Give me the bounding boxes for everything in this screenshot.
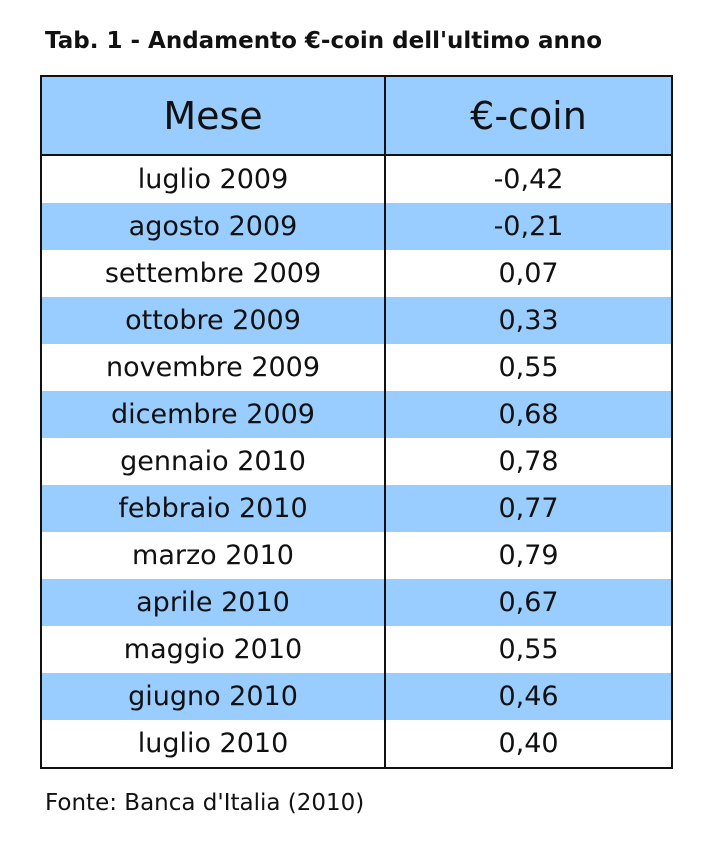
- table-row: dicembre 2009 0,68: [41, 391, 672, 438]
- table-row: giugno 2010 0,46: [41, 673, 672, 720]
- value-cell: 0,55: [498, 352, 559, 383]
- month-cell: luglio 2010: [41, 720, 386, 768]
- table-body: luglio 2009 -0,42 agosto 2009 -0,21 settembr…: [41, 155, 672, 768]
- table-row: ottobre 2009 0,33: [41, 297, 672, 344]
- source-note: Fonte: Banca d'Italia (2010): [45, 790, 365, 816]
- month-cell: novembre 2009: [41, 344, 386, 391]
- header-row: Mese €-coin: [41, 76, 672, 156]
- month-cell: febbraio 2010: [41, 485, 386, 532]
- value-cell: 0,67: [385, 579, 672, 626]
- month-cell: ottobre 2009: [41, 297, 386, 344]
- month-cell: aprile 2010: [41, 579, 386, 626]
- value-cell: 0,55: [498, 634, 559, 665]
- table-head: Mese €-coin: [41, 76, 672, 156]
- value-cell: -0,42: [493, 164, 564, 195]
- table-row: aprile 2010 0,67: [41, 579, 672, 626]
- value-cell: 0,40: [498, 728, 559, 759]
- table-row: marzo 2010 0,79: [41, 532, 672, 579]
- value-cell: 0,46: [385, 673, 672, 720]
- table-row: novembre 2009 0,55: [41, 344, 672, 391]
- table-row: settembre 2009 0,07: [41, 250, 672, 297]
- header-cell: €-coin: [385, 76, 672, 156]
- value-cell: 0,33: [385, 297, 672, 344]
- month-cell: marzo 2010: [41, 532, 386, 579]
- month-cell: gennaio 2010: [41, 438, 386, 485]
- month-cell: giugno 2010: [41, 673, 386, 720]
- header-cell: Mese: [41, 76, 386, 156]
- value-cell: -0,21: [385, 203, 672, 250]
- table-row: gennaio 2010 0,78: [41, 438, 672, 485]
- month-cell: dicembre 2009: [41, 391, 386, 438]
- month-cell: luglio 2009: [41, 155, 386, 203]
- value-cell: 0,78: [498, 446, 559, 477]
- table-row: maggio 2010 0,55: [41, 626, 672, 673]
- month-cell: agosto 2009: [41, 203, 386, 250]
- value-cell: 0,77: [385, 485, 672, 532]
- table-row: luglio 2009 -0,42: [41, 155, 672, 203]
- table-title: Tab. 1 - Andamento €-coin dell'ultimo an…: [45, 28, 603, 54]
- value-cell: 0,79: [498, 540, 559, 571]
- month-cell: maggio 2010: [41, 626, 386, 673]
- value-cell: 0,68: [385, 391, 672, 438]
- table-row: febbraio 2010 0,77: [41, 485, 672, 532]
- table-row: luglio 2010 0,40: [41, 720, 672, 768]
- value-cell: 0,07: [498, 258, 559, 289]
- data-table: Mese €-coin luglio 2009 -0,42 agosto 2009 -0…: [40, 75, 673, 769]
- table-row: agosto 2009 -0,21: [41, 203, 672, 250]
- month-cell: settembre 2009: [41, 250, 386, 297]
